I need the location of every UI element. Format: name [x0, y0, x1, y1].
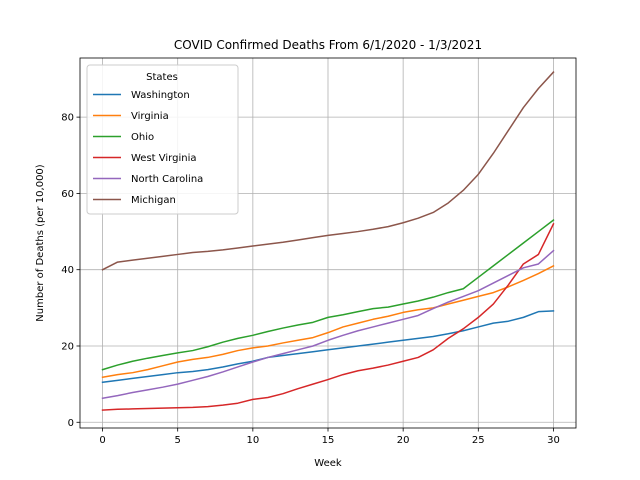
x-axis-label: Week: [314, 458, 342, 469]
y-tick-label: 20: [61, 341, 74, 352]
x-tick-label: 5: [175, 435, 181, 446]
grid-lines: [80, 58, 576, 428]
y-tick-label: 0: [68, 418, 74, 429]
legend-label-west-virginia: West Virginia: [131, 153, 196, 164]
series-line-virginia: [101, 264, 555, 379]
x-tick-label: 30: [547, 435, 560, 446]
y-tick-label: 60: [61, 189, 74, 200]
x-tick-label: 25: [472, 435, 485, 446]
series-line-west-virginia: [101, 222, 555, 411]
legend-box: [86, 64, 239, 215]
legend-title: States: [146, 72, 178, 83]
legend-label-north-carolina: North Carolina: [131, 174, 203, 185]
series-line-michigan: [101, 71, 555, 271]
series-lines: [101, 71, 555, 411]
legend-label-ohio: Ohio: [131, 132, 154, 143]
series-line-north-carolina: [101, 249, 555, 400]
y-tick-label: 80: [61, 113, 74, 124]
legend: States Washington Virginia Ohio West Virgin…: [86, 64, 239, 215]
legend-items: Washington Virginia Ohio West Virginia North…: [93, 90, 203, 206]
chart-title: COVID Confirmed Deaths From 6/1/2020 - 1…: [174, 38, 482, 52]
x-tick-label: 10: [246, 435, 259, 446]
legend-label-washington: Washington: [131, 90, 190, 101]
x-axis-ticks: 0 5 10 15 20 25 30: [99, 428, 560, 446]
legend-label-virginia: Virginia: [131, 111, 169, 122]
legend-label-michigan: Michigan: [131, 195, 176, 206]
y-tick-label: 40: [61, 265, 74, 276]
y-axis-ticks: 0 20 40 60 80: [61, 113, 80, 429]
series-line-washington: [101, 310, 555, 384]
x-tick-label: 20: [397, 435, 410, 446]
series-line-ohio: [101, 219, 555, 371]
x-tick-label: 0: [99, 435, 105, 446]
x-tick-label: 15: [322, 435, 335, 446]
y-axis-label: Number of Deaths (per 10,000): [35, 164, 46, 321]
